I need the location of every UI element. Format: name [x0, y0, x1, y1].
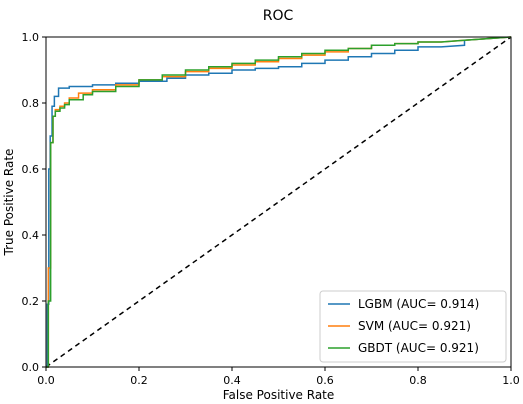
x-tick-label: 0.4 — [223, 374, 241, 387]
x-axis: 0.0 0.2 0.4 0.6 0.8 1.0 — [37, 367, 520, 387]
legend-label-gbdt: GBDT (AUC= 0.921) — [358, 341, 479, 355]
y-tick-label: 0.4 — [22, 229, 40, 242]
legend-label-lgbm: LGBM (AUC= 0.914) — [358, 297, 479, 311]
series-line-gbdt — [46, 36, 512, 368]
legend-label-svm: SVM (AUC= 0.921) — [358, 319, 471, 333]
legend: LGBM (AUC= 0.914) SVM (AUC= 0.921) GBDT (A… — [319, 290, 507, 363]
y-tick-label: 0.8 — [22, 97, 40, 110]
legend-box — [319, 290, 507, 363]
series-line-lgbm — [46, 36, 512, 368]
x-tick-label: 0.6 — [316, 374, 334, 387]
x-tick-label: 0.2 — [130, 374, 148, 387]
y-axis: 0.0 0.2 0.4 0.6 0.8 1.0 — [22, 31, 46, 374]
y-tick-label: 0.6 — [22, 163, 40, 176]
y-tick-label: 1.0 — [22, 31, 40, 44]
x-tick-label: 0.8 — [409, 374, 427, 387]
chart-title: ROC — [263, 8, 294, 24]
x-axis-label: False Positive Rate — [223, 388, 335, 402]
plot-frame — [45, 36, 512, 368]
x-tick-label: 0.0 — [37, 374, 55, 387]
y-axis-label: True Positive Rate — [2, 149, 16, 257]
y-tick-label: 0.0 — [22, 361, 40, 374]
plot-area — [45, 36, 512, 368]
x-tick-label: 1.0 — [502, 374, 520, 387]
y-tick-label: 0.2 — [22, 295, 40, 308]
